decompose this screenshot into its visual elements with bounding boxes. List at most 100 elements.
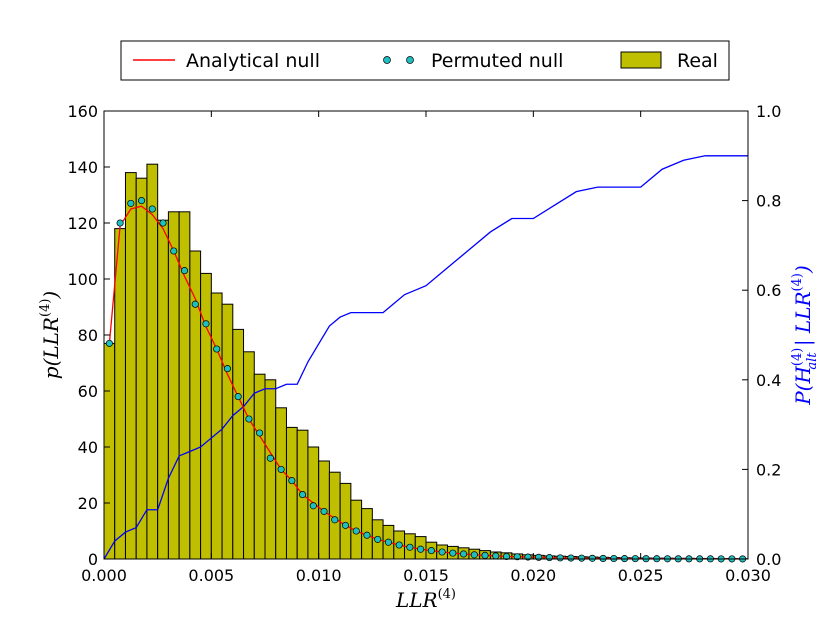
legend: Analytical null Permuted null Real	[120, 40, 730, 81]
x-tick-label: 0.005	[188, 566, 234, 585]
y-right-tick-label: 0.8	[756, 192, 781, 211]
histogram-bar	[167, 211, 180, 560]
permuted-null-point	[309, 502, 317, 510]
y-left-tick-label: 100	[67, 270, 98, 289]
y-left-tick-label: 40	[78, 438, 98, 457]
histogram-bars	[103, 163, 749, 560]
histogram-bar	[178, 211, 191, 560]
y-left-axis-title: p(LLR(4))	[38, 291, 63, 379]
histogram-bar	[339, 482, 352, 560]
permuted-null-point	[288, 477, 296, 485]
posterior-line	[103, 155, 748, 560]
y-right-tick-label: 0.0	[756, 550, 781, 569]
permuted-null-point	[545, 554, 553, 562]
y-right-tick-label: 0.6	[756, 281, 781, 300]
x-tick-label: 0.030	[725, 566, 771, 585]
histogram-bar	[285, 426, 298, 560]
permuted-null-point	[535, 553, 543, 561]
y-left-tick-label: 60	[78, 382, 98, 401]
y-left-tick-label: 140	[67, 158, 98, 177]
permuted-null-point	[513, 553, 521, 561]
legend-permuted-null-dot	[406, 56, 414, 64]
histogram-bar	[124, 172, 137, 560]
y-left-tick-label: 160	[67, 102, 98, 121]
permuted-null-point	[567, 554, 575, 562]
histogram-bar	[135, 177, 148, 560]
permuted-null-point	[277, 465, 285, 473]
permuted-null-point	[127, 199, 135, 207]
x-tick-label: 0.025	[618, 566, 664, 585]
permuted-null-point	[159, 219, 167, 227]
x-tick-label: 0.015	[403, 566, 449, 585]
permuted-null-point	[556, 554, 564, 562]
permuted-null-point	[138, 197, 146, 205]
permuted-null-point	[213, 345, 221, 353]
permuted-null-point	[395, 541, 403, 549]
y-right-tick-label: 0.4	[756, 371, 781, 390]
permuted-null-point	[449, 549, 457, 557]
y-right-tick-label: 0.2	[756, 460, 781, 479]
permuted-null-point	[105, 339, 113, 347]
permuted-null-point	[341, 521, 350, 529]
legend-analytical-null-label: Analytical null	[186, 50, 320, 72]
permuted-null-point	[481, 551, 489, 559]
histogram-bar	[275, 407, 287, 560]
permuted-null-point	[460, 550, 468, 558]
y-right-axis-title: P(H(4)alt | LLR(4))	[790, 265, 820, 406]
histogram-bar	[210, 292, 223, 560]
permuted-null-point	[148, 205, 156, 213]
histogram-bar	[146, 163, 159, 560]
permuted-null-point	[599, 554, 607, 562]
histogram-bar	[157, 219, 169, 560]
permuted-null-point	[352, 527, 360, 535]
histogram-bar	[103, 342, 116, 560]
y-left-tick-label: 120	[67, 214, 98, 233]
y-left-tick-label: 0	[88, 550, 98, 569]
permuted-null-point	[417, 545, 425, 553]
permuted-null-point	[363, 531, 371, 539]
permuted-null-point	[170, 247, 178, 255]
axes: 0.000 0.005 0.010 0.015 0.020 0.025 0.030 0 20 40…	[38, 102, 820, 612]
permuted-null-point	[610, 554, 618, 563]
permuted-null-point	[202, 320, 210, 328]
permuted-null-point	[116, 219, 124, 227]
permuted-null-point	[266, 454, 274, 462]
permuted-null-point	[578, 554, 586, 562]
permuted-null-point	[256, 429, 264, 437]
y-left-tick-label: 80	[78, 326, 98, 345]
y-right-tick-label: 1.0	[756, 102, 781, 121]
permuted-null-point	[331, 516, 339, 524]
permuted-null-point	[320, 507, 328, 515]
legend-permuted-null-label: Permuted null	[431, 50, 563, 72]
histogram-bar	[264, 379, 277, 560]
permuted-null-point	[492, 552, 500, 560]
permuted-null-point	[223, 365, 231, 373]
permuted-null-point	[470, 551, 478, 559]
permuted-null-point	[427, 547, 435, 555]
y-left-tick-label: 20	[78, 494, 98, 513]
permuted-null-point	[191, 300, 199, 308]
histogram-bar	[232, 328, 245, 560]
permuted-null-point	[588, 554, 596, 562]
legend-permuted-null-dot	[383, 56, 391, 64]
x-tick-label: 0.000	[81, 566, 127, 585]
histogram-bar	[114, 228, 126, 560]
histogram-bar	[243, 351, 255, 560]
histogram-bar	[253, 373, 266, 560]
permuted-null-point	[299, 491, 307, 499]
permuted-null-point	[502, 552, 511, 561]
permuted-null-point	[234, 393, 242, 401]
permuted-null-point	[245, 415, 253, 423]
x-tick-label: 0.020	[510, 566, 556, 585]
legend-real-swatch	[620, 51, 662, 69]
permuted-null-point	[374, 535, 382, 543]
permuted-null-point	[180, 267, 189, 275]
permuted-null-point	[438, 548, 446, 556]
x-axis-title: LLR(4)	[395, 587, 456, 612]
permuted-null-point	[406, 543, 414, 551]
permuted-null-point	[384, 538, 392, 546]
histogram-bar	[221, 303, 234, 560]
legend-real-label: Real	[677, 50, 718, 72]
x-tick-label: 0.010	[296, 566, 342, 585]
